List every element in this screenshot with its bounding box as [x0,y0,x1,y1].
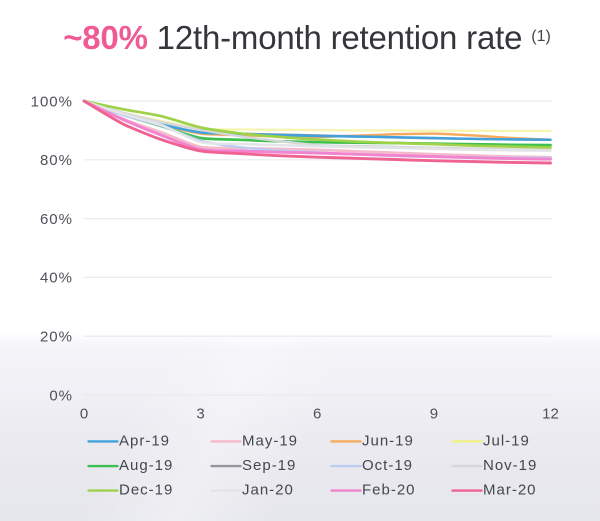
svg-text:Dec-19: Dec-19 [119,482,173,499]
svg-text:Apr-19: Apr-19 [119,432,170,449]
svg-text:0: 0 [80,406,88,423]
svg-text:Nov-19: Nov-19 [483,457,537,474]
svg-text:Jul-19: Jul-19 [483,432,530,449]
svg-text:0%: 0% [49,387,73,404]
svg-text:Feb-20: Feb-20 [362,482,416,499]
svg-text:Jun-19: Jun-19 [362,432,414,449]
svg-text:Aug-19: Aug-19 [119,457,173,474]
svg-text:9: 9 [430,406,438,423]
svg-text:Oct-19: Oct-19 [362,457,413,474]
svg-text:60%: 60% [40,211,73,228]
svg-text:100%: 100% [31,93,73,110]
svg-text:Sep-19: Sep-19 [242,457,296,474]
svg-text:40%: 40% [40,270,73,287]
svg-text:Mar-20: Mar-20 [483,482,537,499]
svg-text:20%: 20% [40,329,73,346]
svg-text:3: 3 [196,406,204,423]
svg-text:Jan-20: Jan-20 [242,482,294,499]
svg-text:12: 12 [542,406,559,423]
svg-text:80%: 80% [40,152,73,169]
svg-text:May-19: May-19 [242,432,298,449]
svg-text:6: 6 [313,406,321,423]
